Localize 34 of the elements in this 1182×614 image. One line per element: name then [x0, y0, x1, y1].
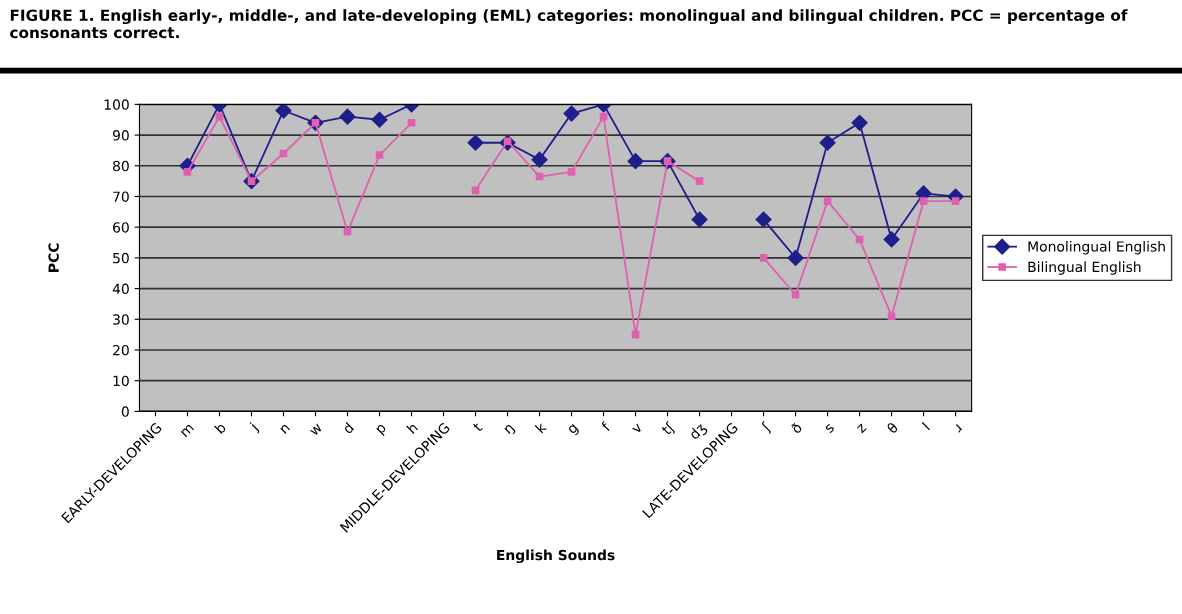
- y-tick-label: 100: [104, 99, 129, 110]
- chart-title: FIGURE 1. English early-, middle-, and late-developing (EML) categories: monolingual and bilingual children. PCC = percentage of consonants correct.: [10, 9, 1128, 39]
- y-tick-label: 40: [112, 283, 129, 295]
- x-tick-label: ʃ: [760, 420, 774, 435]
- y-tick-label: 80: [113, 160, 129, 172]
- x-tick-label: θ: [886, 421, 899, 435]
- x-tick-label: v: [632, 423, 643, 435]
- x-tick-label: z: [856, 423, 867, 434]
- x-tick-label: n: [280, 423, 291, 434]
- x-tick-label: m: [180, 423, 195, 438]
- x-tick-label: g: [567, 423, 581, 437]
- x-tick-label: j: [248, 422, 261, 434]
- x-tick-label: k: [534, 421, 547, 434]
- legend-label: Monolingual English: [1028, 240, 1165, 255]
- y-axis-title: PCC: [48, 243, 59, 272]
- x-tick-label: f: [600, 420, 612, 432]
- x-axis-title: English Sounds: [497, 549, 615, 564]
- y-tick-label: 20: [113, 344, 129, 356]
- legend-label: Bilingual English: [1028, 261, 1141, 275]
- x-tick-label: b: [214, 421, 227, 435]
- x-tick-label: s: [824, 423, 835, 434]
- y-tick-label: 60: [113, 222, 129, 233]
- x-tick-label: w: [309, 423, 323, 437]
- y-tick-label: 0: [121, 406, 129, 417]
- y-tick-label: 90: [112, 130, 129, 141]
- x-tick-label: ŋ: [504, 423, 517, 436]
- x-tick-label: ð: [790, 421, 803, 435]
- x-tick-label: t: [472, 421, 483, 433]
- y-tick-label: 10: [113, 375, 129, 387]
- y-tick-label: 50: [113, 252, 129, 264]
- x-tick-label: l: [921, 422, 931, 431]
- y-tick-label: 70: [113, 191, 129, 202]
- y-tick-label: 30: [113, 314, 129, 325]
- x-tick-label: ɹ: [953, 424, 963, 433]
